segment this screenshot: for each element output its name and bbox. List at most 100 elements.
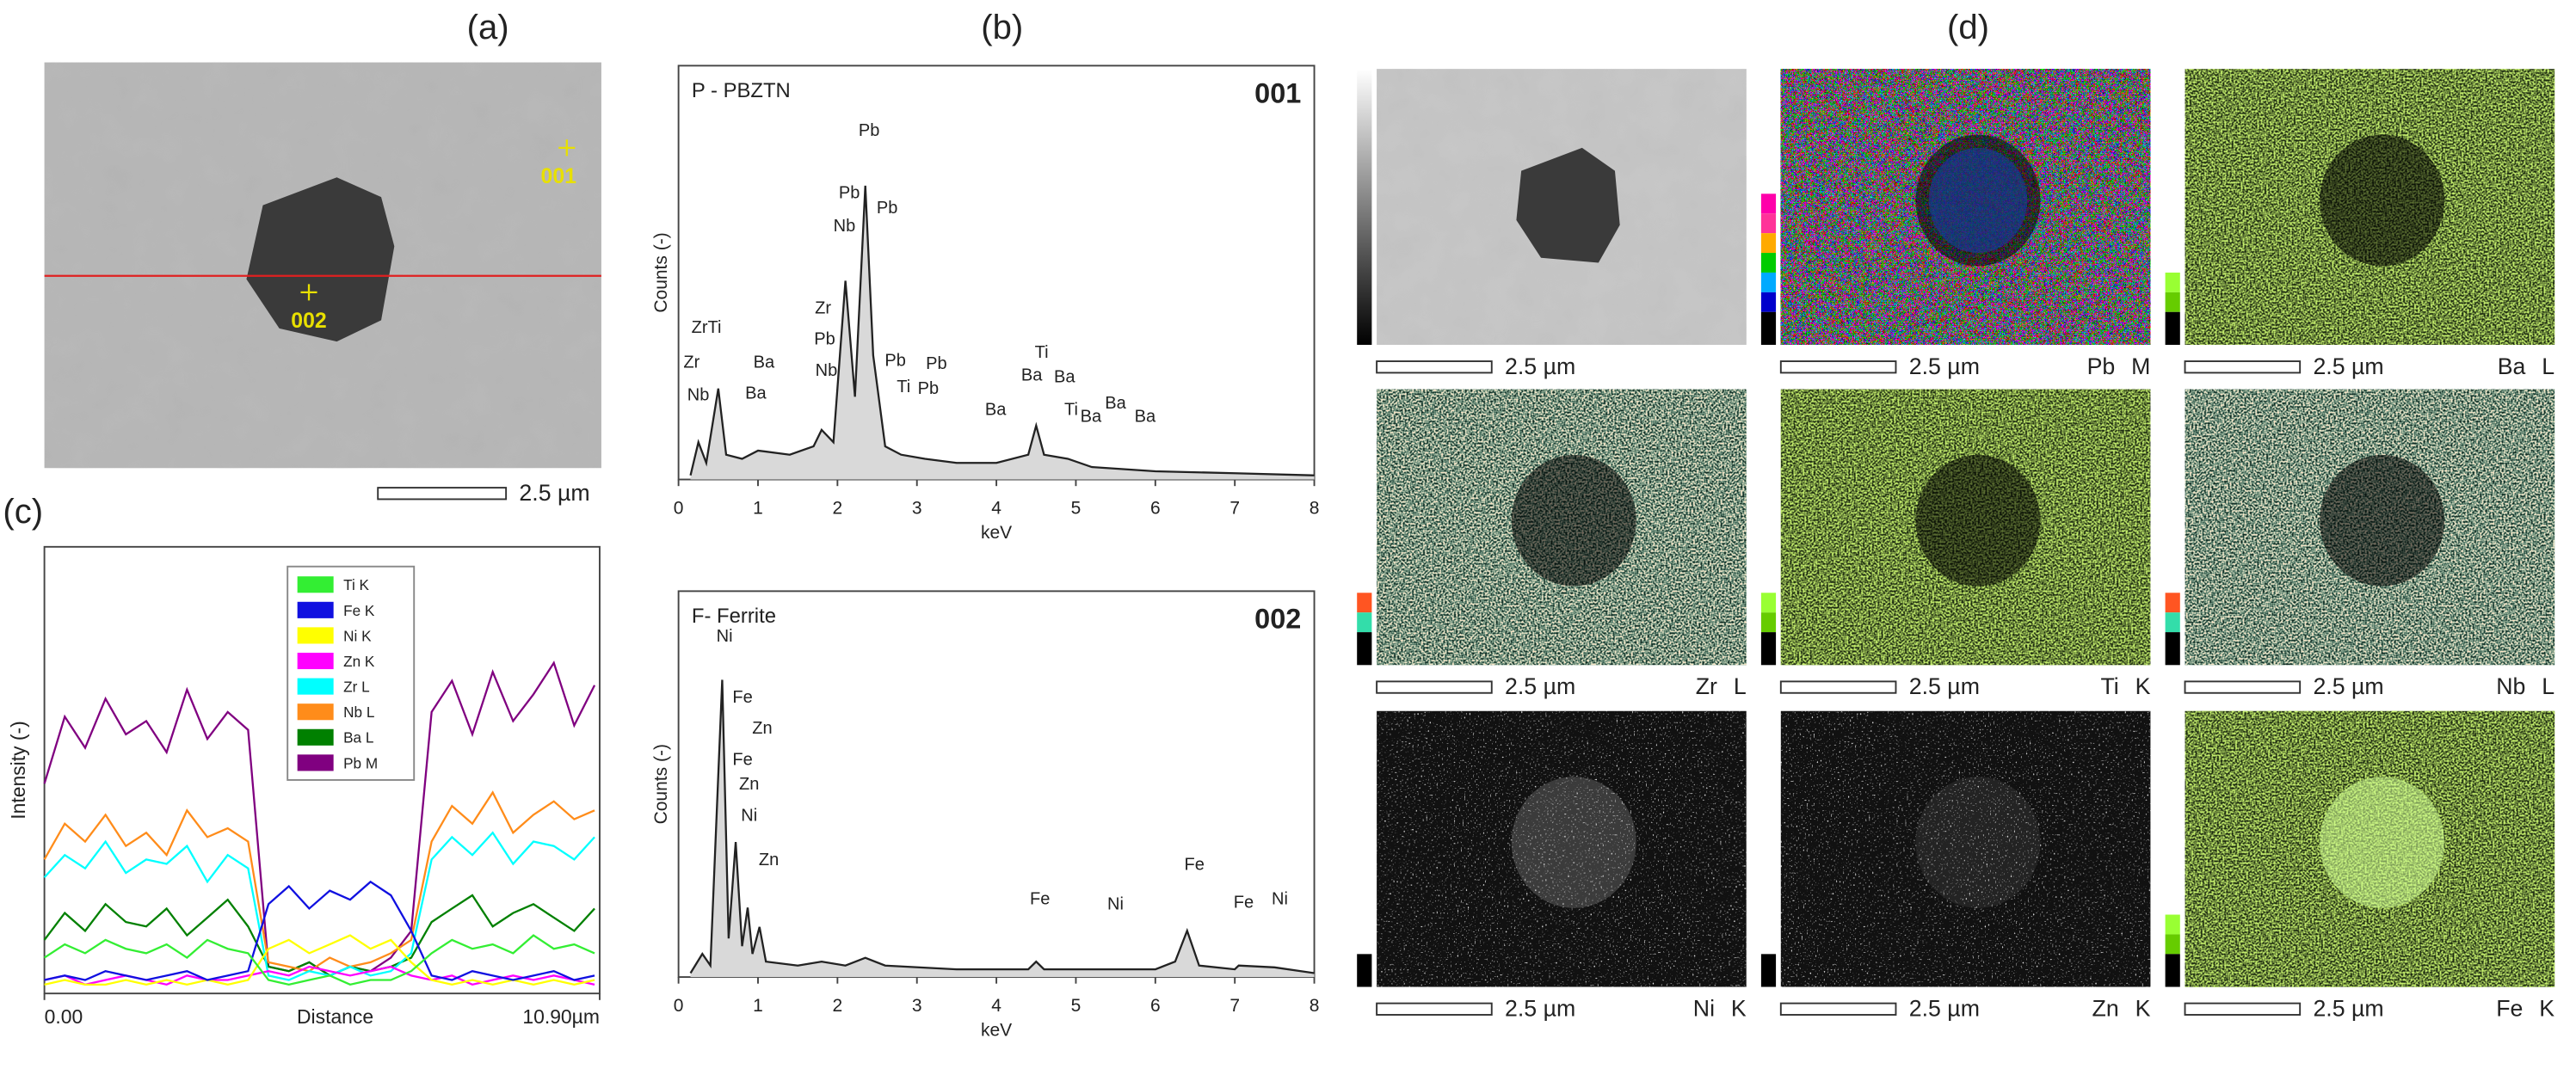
legend-swatch: [297, 601, 334, 618]
x-tick-label: 7: [1229, 996, 1240, 1016]
element-map: 2.5 µm Pb M: [1760, 69, 2151, 379]
scale-label: 2.5 µm: [1505, 673, 1575, 699]
pore-region: [1915, 454, 2041, 587]
color-bar: [2165, 612, 2180, 633]
scale-bar: [1779, 680, 1897, 694]
element-map: 2.5 µm Zr L: [1357, 389, 1747, 699]
peak-label: Ni: [1107, 894, 1124, 913]
point-marker: [558, 139, 576, 157]
x-tick-label: 5: [1071, 996, 1082, 1016]
scale-label: 2.5 µm: [1909, 995, 1980, 1021]
color-bar: [2165, 272, 2180, 292]
color-bar: [2165, 632, 2180, 666]
legend-swatch: [297, 576, 334, 593]
peak-label: Fe: [732, 688, 752, 707]
peak-label: Ba: [754, 353, 775, 372]
map-noise: [1377, 710, 1747, 987]
y-axis-label: Counts (-): [651, 232, 671, 312]
x-tick-label: 0: [674, 498, 684, 518]
color-bar: [1357, 632, 1372, 666]
color-bar: [2165, 593, 2180, 613]
peak-label: Nb: [816, 361, 838, 380]
pore-region: [1511, 777, 1636, 908]
color-bar: [2165, 914, 2180, 935]
peak-label: Ni: [741, 806, 757, 825]
sem-image: 001 002 2.5 µm: [44, 62, 601, 506]
x-tick-label: 6: [1150, 498, 1161, 518]
scale-label: 2.5 µm: [1909, 673, 1980, 699]
panel-label: (c): [3, 493, 43, 531]
panel-label: (d): [1947, 9, 1989, 46]
scale-bar: [2184, 680, 2302, 694]
peak-label: Ba: [745, 384, 767, 403]
color-bar: [1760, 272, 1777, 292]
element-label: Zr L: [1696, 673, 1747, 699]
peak-label: Fe: [1234, 893, 1254, 912]
legend-label: Zn K: [343, 653, 375, 670]
scale-bar: [1376, 1002, 1493, 1016]
color-bar: [1760, 311, 1777, 345]
spectrum-id: 001: [1254, 77, 1301, 108]
peak-label: Ba: [1021, 366, 1043, 385]
scale-label: 2.5 µm: [2313, 995, 2383, 1021]
peak-label: Ba: [1135, 407, 1156, 426]
scale-bar: [2184, 360, 2302, 374]
x-tick-label: 8: [1310, 498, 1320, 518]
scale-label: 2.5 µm: [2313, 673, 2383, 699]
peak-label: Ti: [897, 378, 910, 396]
legend-swatch: [297, 754, 334, 771]
legend-label: Nb L: [343, 703, 374, 721]
x-tick-label: 2: [833, 996, 843, 1016]
peak-label: Ti: [1064, 401, 1078, 420]
element-label: Pb M: [2087, 353, 2151, 379]
spectrum-id: 002: [1254, 603, 1301, 634]
element-label: Ba L: [2498, 353, 2554, 379]
panel-label: (b): [981, 9, 1023, 46]
element-label: Ti K: [2100, 673, 2150, 699]
peak-label: Pb: [814, 330, 835, 349]
peak-label: Pb: [877, 199, 898, 218]
scale-bar: [2184, 1002, 2302, 1016]
scale-bar: [1376, 360, 1493, 374]
peak-label: Ni: [1272, 890, 1288, 909]
legend-label: Pb M: [343, 754, 378, 771]
plot-frame: [677, 590, 1316, 979]
color-bar: [2165, 954, 2180, 987]
legend-swatch: [297, 728, 334, 746]
point-label: 002: [291, 310, 326, 333]
x-axis-label: Distance: [297, 1005, 373, 1028]
color-bar: [1760, 213, 1777, 234]
point-marker: [300, 284, 317, 301]
color-bar: [1760, 233, 1777, 254]
peak-label: Pb: [926, 354, 947, 373]
x-axis-label: keV: [981, 523, 1012, 543]
profile-line: [44, 880, 595, 981]
element-map: 2.5 µm Nb L: [2165, 389, 2555, 699]
color-bar: [1760, 954, 1777, 987]
content: (a) (b) (c) (d) 001 002 2.5 µm 0 1 2 3 4 5 6 7 8…: [3, 9, 2554, 1041]
color-bar: [2165, 292, 2180, 312]
element-map: 2.5 µm Fe K: [2165, 710, 2554, 1021]
profile-line: [43, 790, 595, 973]
peak-label: Zn: [759, 851, 779, 869]
legend-swatch: [297, 627, 334, 644]
scale-bar: [1779, 360, 1897, 374]
x-axis-label: keV: [981, 1021, 1012, 1041]
element-map: 2.5 µm Ni K: [1357, 710, 1747, 1021]
x-tick-label: 0.00: [45, 1005, 83, 1028]
x-tick-label: 8: [1310, 996, 1320, 1016]
x-tick-label: 2: [833, 498, 843, 518]
element-map: 2.5 µm: [1357, 69, 1747, 379]
point-label: 001: [541, 165, 577, 188]
spectrum-title: F- Ferrite: [692, 605, 776, 628]
peak-label: Ni: [717, 627, 733, 646]
peak-label: Ba: [1054, 367, 1075, 386]
map-noise: [1780, 710, 2151, 987]
pore-region: [1511, 454, 1636, 587]
color-bar: [1760, 292, 1777, 312]
legend-swatch: [297, 703, 334, 721]
peak-label: Pb: [918, 379, 940, 398]
color-bar: [1760, 612, 1777, 633]
scale-bar: [1779, 1002, 1897, 1016]
